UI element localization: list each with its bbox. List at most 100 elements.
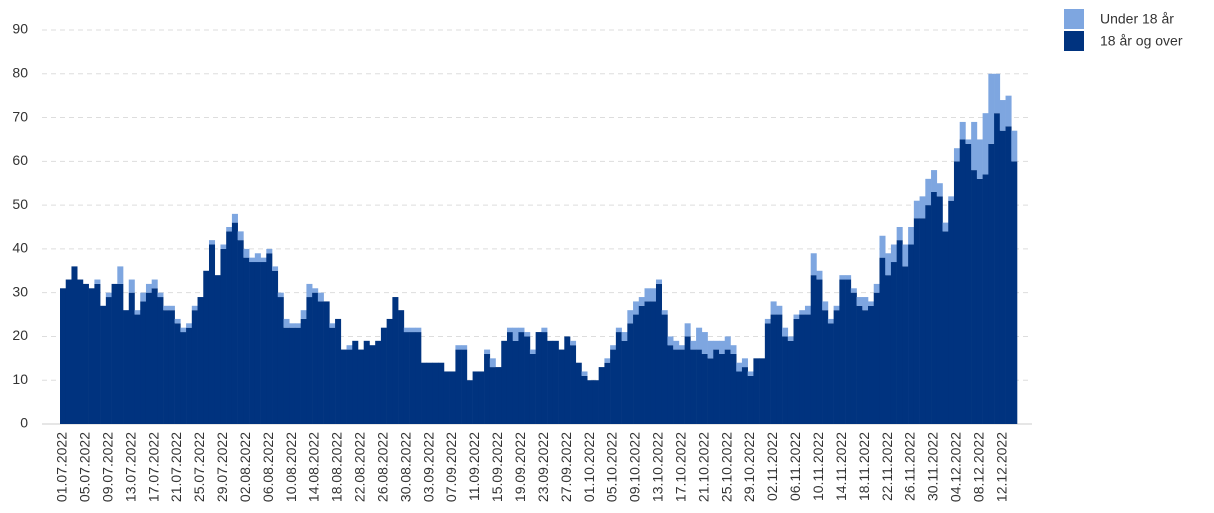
bar-segment (690, 349, 697, 424)
bar-segment (673, 349, 680, 424)
bar-segment (816, 279, 823, 424)
bar-segment (862, 297, 869, 311)
bar-segment (134, 310, 141, 315)
bar-segment (558, 349, 565, 424)
bar-segment (145, 292, 152, 424)
bar-segment (375, 340, 382, 424)
bar-segment (312, 292, 319, 424)
x-tick-label: 30.08.2022 (397, 432, 413, 502)
bar-segment (931, 170, 938, 192)
bar-segment (403, 332, 410, 424)
bar-segment (764, 318, 771, 324)
bar-segment (650, 301, 657, 424)
bar-segment (203, 270, 210, 424)
bar-segment (484, 349, 491, 354)
bar-segment (845, 279, 852, 424)
bar-segment (787, 336, 794, 341)
bar-segment (701, 353, 708, 424)
bar-segment (816, 270, 823, 280)
x-tick-label: 25.07.2022 (191, 432, 207, 502)
y-tick-label: 10 (12, 371, 28, 387)
bar-segment (231, 222, 238, 424)
bar-segment (747, 375, 754, 424)
bar-segment (186, 323, 193, 328)
bar-segment (759, 358, 766, 424)
bar-segment (1005, 126, 1012, 425)
bar-segment (438, 362, 445, 424)
bar-segment (971, 170, 978, 424)
bar-segment (105, 292, 112, 298)
bar-segment (581, 375, 588, 424)
bar-segment (701, 332, 708, 354)
bar-segment (151, 288, 158, 424)
bar-segment (512, 340, 519, 424)
bar-segment (191, 305, 198, 311)
bar-segment (890, 262, 897, 424)
bar-segment (180, 332, 187, 424)
bar-segment (300, 310, 307, 319)
bar-segment (976, 178, 983, 424)
bar-segment (787, 340, 794, 424)
bar-segment (724, 349, 731, 424)
bar-segment (833, 305, 840, 311)
bar-segment (902, 266, 909, 424)
bar-segment (208, 244, 216, 424)
bar-segment (633, 314, 640, 424)
bar-segment (174, 323, 181, 424)
bar-segment (94, 283, 101, 424)
bar-segment (461, 345, 468, 350)
x-tick-label: 23.09.2022 (535, 432, 551, 502)
bar-segment (799, 310, 806, 315)
bar-segment (621, 332, 628, 341)
bar-segment (484, 353, 491, 424)
bar-segment (690, 340, 697, 350)
bar-segment (415, 327, 422, 333)
bar-segment (661, 314, 668, 424)
bar-segment (306, 283, 313, 298)
bar-segment (260, 262, 267, 424)
bar-segment (684, 323, 691, 337)
bar-segment (770, 314, 777, 424)
y-tick-label: 30 (12, 283, 28, 299)
bar-segment (873, 283, 880, 293)
bar-segment (180, 327, 187, 333)
x-tick-label: 25.10.2022 (718, 432, 734, 502)
bar-segment (719, 340, 726, 354)
bar-segment (506, 332, 514, 424)
bar-segment (678, 349, 685, 424)
bar-segment (283, 318, 290, 328)
bar-segment (461, 349, 468, 424)
x-tick-label: 03.09.2022 (420, 432, 436, 502)
x-tick-label: 21.07.2022 (168, 432, 184, 502)
bar-segment (730, 345, 737, 354)
bar-segment (793, 318, 800, 424)
legend-label: Under 18 år (1100, 11, 1174, 27)
bar-segment (151, 279, 158, 289)
x-tick-label: 09.07.2022 (99, 432, 115, 502)
x-tick-label: 02.08.2022 (237, 432, 253, 502)
bar-segment (931, 191, 938, 424)
bar-segment (403, 327, 410, 333)
bar-segment (541, 332, 548, 424)
bar-segment (575, 362, 582, 424)
bar-segment (541, 327, 548, 333)
bar-segment (936, 183, 943, 197)
bar-segment (782, 327, 789, 337)
bar-segment (879, 257, 886, 424)
bar-segment (71, 266, 78, 424)
bar-segment (174, 318, 181, 324)
bar-segment (719, 353, 726, 424)
x-tick-label: 26.08.2022 (374, 432, 390, 502)
x-tick-label: 13.07.2022 (122, 432, 138, 502)
bar-segment (529, 353, 536, 424)
bar-segment (472, 371, 479, 424)
bar-segment (260, 257, 267, 263)
bar-segment (976, 139, 983, 179)
bar-segment (873, 292, 880, 424)
bar-segment (948, 196, 955, 201)
y-tick-label: 50 (12, 196, 28, 212)
bar-segment (289, 323, 296, 328)
bar-segment (661, 310, 668, 315)
bar-segment (936, 196, 943, 424)
